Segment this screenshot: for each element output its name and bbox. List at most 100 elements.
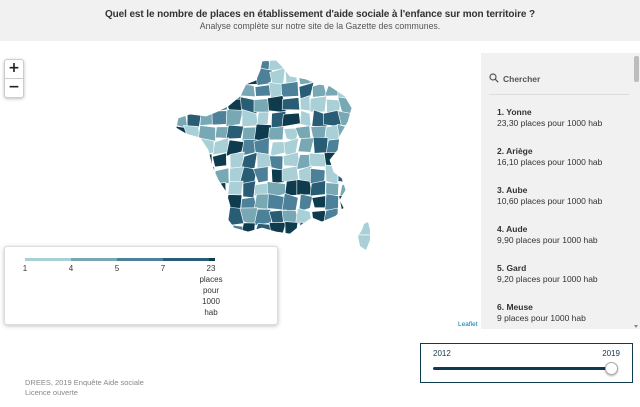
department-area[interactable] bbox=[298, 193, 313, 213]
department-area[interactable] bbox=[254, 84, 272, 97]
department-area[interactable] bbox=[267, 95, 287, 113]
department-area[interactable] bbox=[255, 54, 272, 72]
department-area[interactable] bbox=[297, 235, 314, 251]
department-area[interactable] bbox=[280, 81, 299, 98]
department-area[interactable] bbox=[256, 152, 272, 170]
department-area[interactable] bbox=[183, 82, 203, 101]
department-area[interactable] bbox=[184, 55, 202, 72]
department-area[interactable] bbox=[268, 155, 284, 171]
department-area[interactable] bbox=[225, 55, 242, 73]
department-area[interactable] bbox=[323, 207, 339, 227]
department-area[interactable] bbox=[323, 54, 342, 72]
department-area[interactable] bbox=[183, 152, 201, 169]
department-area[interactable] bbox=[281, 238, 299, 252]
department-area[interactable] bbox=[239, 207, 258, 227]
department-area[interactable] bbox=[309, 180, 326, 197]
department-area[interactable] bbox=[354, 209, 368, 225]
department-area[interactable] bbox=[311, 195, 326, 208]
department-area[interactable] bbox=[351, 98, 367, 112]
department-area[interactable] bbox=[184, 211, 203, 224]
department-area[interactable] bbox=[281, 192, 299, 212]
department-area[interactable] bbox=[269, 141, 287, 157]
department-area[interactable] bbox=[225, 109, 244, 127]
year-slider[interactable]: 2012 2019 bbox=[420, 343, 633, 383]
department-area[interactable] bbox=[225, 139, 245, 157]
department-area[interactable] bbox=[241, 138, 258, 157]
department-area[interactable] bbox=[212, 81, 229, 100]
department-area[interactable] bbox=[197, 54, 217, 73]
department-area[interactable] bbox=[324, 224, 343, 241]
department-area[interactable] bbox=[169, 207, 189, 225]
department-area[interactable] bbox=[350, 68, 367, 86]
department-area[interactable] bbox=[297, 137, 315, 153]
department-area[interactable] bbox=[225, 69, 245, 87]
department-area[interactable] bbox=[197, 125, 216, 142]
department-area[interactable] bbox=[186, 165, 201, 184]
department-area[interactable] bbox=[184, 221, 203, 238]
department-area[interactable] bbox=[170, 154, 188, 169]
department-area[interactable] bbox=[336, 221, 355, 238]
department-area[interactable] bbox=[212, 94, 229, 113]
department-area[interactable] bbox=[351, 192, 369, 213]
department-area[interactable] bbox=[309, 95, 327, 113]
department-area[interactable] bbox=[212, 66, 229, 85]
department-area[interactable] bbox=[200, 98, 213, 113]
list-item[interactable]: 3. Aube 10,60 places pour 1000 hab bbox=[497, 185, 637, 224]
department-area[interactable] bbox=[199, 166, 216, 185]
list-item[interactable]: 1. Yonne 23,30 places pour 1000 hab bbox=[497, 107, 637, 146]
search-input[interactable] bbox=[503, 71, 613, 87]
department-area[interactable] bbox=[201, 84, 214, 100]
department-area[interactable] bbox=[170, 138, 189, 157]
department-area[interactable] bbox=[325, 164, 339, 185]
department-area[interactable] bbox=[353, 139, 370, 155]
search-box[interactable] bbox=[489, 71, 619, 87]
department-area[interactable] bbox=[340, 209, 354, 224]
zoom-in-button[interactable]: + bbox=[8, 60, 20, 76]
department-area[interactable] bbox=[252, 166, 269, 184]
france-departments[interactable] bbox=[169, 54, 370, 255]
department-area[interactable] bbox=[197, 210, 217, 226]
department-area[interactable] bbox=[355, 126, 371, 141]
department-area[interactable] bbox=[281, 112, 301, 128]
department-area[interactable] bbox=[225, 224, 244, 240]
zoom-out-button[interactable]: − bbox=[5, 78, 23, 97]
department-area[interactable] bbox=[256, 111, 270, 128]
department-area[interactable] bbox=[281, 97, 301, 111]
department-area[interactable] bbox=[211, 56, 229, 71]
slider-handle[interactable] bbox=[605, 362, 618, 375]
department-area[interactable] bbox=[198, 194, 215, 213]
department-area[interactable] bbox=[172, 97, 189, 114]
department-area[interactable] bbox=[242, 56, 256, 72]
department-area[interactable] bbox=[337, 67, 353, 86]
department-area[interactable] bbox=[337, 136, 353, 156]
list-item[interactable]: 2. Ariège 16,10 places pour 1000 hab bbox=[497, 146, 637, 185]
department-area[interactable] bbox=[240, 151, 258, 171]
department-area[interactable] bbox=[212, 152, 227, 168]
department-area[interactable] bbox=[183, 67, 202, 85]
department-area[interactable] bbox=[213, 196, 229, 211]
department-area[interactable] bbox=[228, 81, 242, 101]
department-area[interactable] bbox=[351, 81, 367, 98]
department-area[interactable] bbox=[351, 109, 367, 127]
department-area[interactable] bbox=[197, 153, 213, 169]
department-area[interactable] bbox=[225, 124, 245, 140]
list-item[interactable]: 5. Gard 9,20 places pour 1000 hab bbox=[497, 263, 637, 302]
list-item[interactable]: 4. Aude 9,90 places pour 1000 hab bbox=[497, 224, 637, 263]
department-area[interactable] bbox=[242, 180, 257, 198]
department-area[interactable] bbox=[197, 222, 216, 238]
slider-track[interactable] bbox=[433, 367, 609, 370]
department-area[interactable] bbox=[354, 180, 369, 197]
department-area[interactable] bbox=[268, 222, 287, 236]
ranking-sidebar[interactable]: 1. Yonne 23,30 places pour 1000 hab 2. A… bbox=[481, 53, 640, 329]
department-area[interactable] bbox=[170, 85, 188, 98]
department-area[interactable] bbox=[170, 223, 188, 240]
department-area[interactable] bbox=[227, 180, 244, 196]
department-area[interactable] bbox=[284, 221, 299, 239]
department-area[interactable] bbox=[185, 195, 200, 211]
department-area[interactable] bbox=[183, 137, 203, 157]
department-area[interactable] bbox=[268, 126, 284, 141]
scroll-down-arrow-icon[interactable] bbox=[634, 325, 638, 328]
department-area[interactable] bbox=[197, 68, 214, 87]
department-area[interactable] bbox=[354, 56, 366, 69]
department-area[interactable] bbox=[213, 209, 230, 226]
